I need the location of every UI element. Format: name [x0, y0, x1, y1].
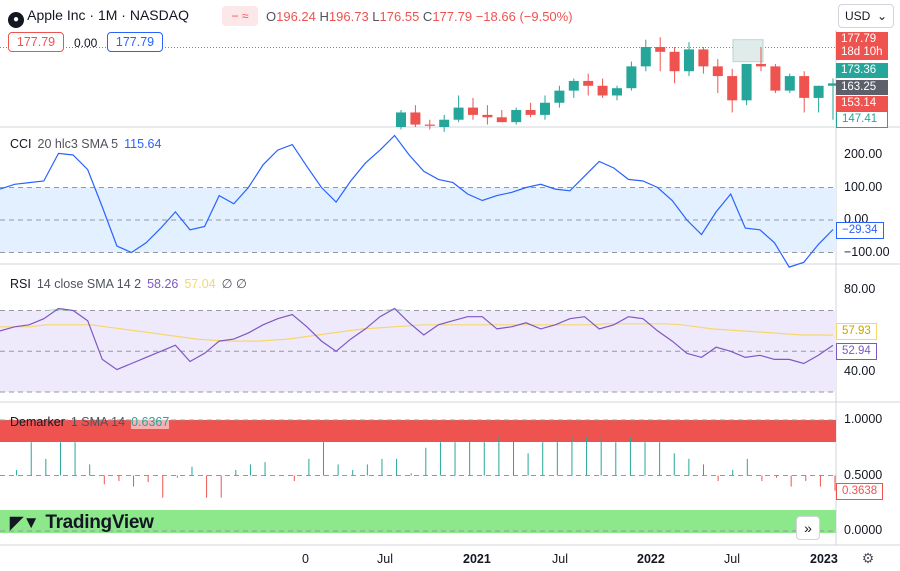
rsi-ma-tag: 57.93: [836, 323, 877, 341]
candle-body: [813, 85, 824, 98]
rsi-overbought-fill: [379, 308, 410, 311]
candle-body: [540, 102, 550, 115]
candle-body: [568, 80, 579, 91]
price-axis-label: 153.14: [836, 96, 888, 111]
cci-line: [0, 134, 834, 268]
cci-name[interactable]: CCI: [10, 137, 32, 151]
rsi-current-tag: 52.94: [836, 343, 877, 361]
candle-body: [410, 112, 421, 125]
cci-tick-label: −100.00: [844, 244, 890, 259]
rsi-params: 14 close SMA 14 2: [36, 276, 142, 291]
candle-body: [712, 66, 723, 77]
candle-body: [468, 107, 478, 115]
price-axis-label: 163.25: [836, 80, 888, 95]
rsi-name[interactable]: RSI: [10, 276, 31, 291]
candle-body: [698, 49, 709, 67]
highlight-box: [732, 39, 764, 63]
demarker-legend: Demarker 1 SMA 14 0.6367: [10, 415, 170, 429]
rsi-line: [0, 307, 834, 371]
sell-price-box[interactable]: 177.79: [8, 32, 64, 52]
scroll-to-latest-button[interactable]: »: [796, 516, 820, 540]
chevron-down-icon: ⌄: [876, 9, 887, 23]
candle-body: [784, 76, 795, 91]
candle-body: [727, 76, 738, 101]
settings-gear-icon[interactable]: ⚙: [858, 548, 878, 568]
candle-body: [597, 85, 608, 96]
symbol-header: ● Apple Inc · 1M · NASDAQ: [8, 7, 189, 28]
ohlc-readout: O196.24 H196.73 L176.55 C177.79 −18.66 (…: [266, 9, 573, 24]
demarker-tick-label: 0.5000: [844, 467, 883, 482]
rsi-extra: ∅ ∅: [221, 277, 247, 291]
demarker-value: 0.6367: [131, 415, 170, 429]
compare-icon[interactable]: − ≈: [222, 6, 258, 26]
rsi-value: 58.26: [147, 276, 179, 291]
time-axis-label: 2023: [810, 552, 838, 566]
rsi-tick-label: 80.00: [844, 282, 876, 297]
rsi-tick-label: 40.00: [844, 363, 876, 378]
time-axis-label: 0: [302, 552, 309, 566]
tradingview-logo[interactable]: ◤▼ TradingView: [10, 512, 154, 534]
cci-tick-label: 100.00: [844, 179, 883, 194]
time-axis-label: Jul: [552, 552, 568, 566]
candle-body: [626, 66, 637, 89]
cci-value: 115.64: [124, 137, 162, 151]
spread-value: 0.00: [74, 36, 98, 50]
demarker-upper-zone: [0, 420, 836, 442]
candle-body: [583, 80, 594, 86]
candle-body: [554, 90, 565, 103]
rsi-ma-line: [0, 323, 834, 342]
candle-body: [741, 63, 752, 101]
candle-body: [511, 110, 522, 123]
time-axis-label: Jul: [377, 552, 393, 566]
price-axis-label: 18d 10h: [836, 45, 888, 60]
demarker-params: 1 SMA 14: [70, 415, 126, 429]
branding-text: TradingView: [45, 512, 154, 533]
buy-price-box[interactable]: 177.79: [107, 32, 163, 52]
candle-body: [482, 114, 493, 118]
demarker-tick-label: 0.0000: [844, 523, 883, 537]
candle-body: [496, 117, 507, 123]
candle-body: [770, 66, 781, 91]
candle-body: [612, 88, 622, 96]
candle-body: [640, 46, 651, 67]
currency-select[interactable]: USD ⌄: [838, 4, 894, 28]
candle-body: [684, 49, 694, 72]
time-axis-label: 2021: [463, 552, 491, 566]
cci-params: 20 hlc3 SMA 5: [37, 137, 119, 151]
candle-body: [424, 124, 435, 126]
candle-body: [655, 46, 666, 52]
cci-current-tag: −29.34: [836, 221, 884, 239]
candle-body: [828, 83, 838, 86]
demarker-tick-label: 1.0000: [844, 412, 883, 426]
candle-body: [669, 51, 680, 72]
candle-body: [799, 76, 810, 98]
apple-logo-icon: ●: [8, 12, 24, 28]
demarker-current-tag: 0.3638: [836, 482, 884, 500]
candle-body: [756, 63, 766, 67]
candle-body: [396, 112, 406, 127]
time-axis-label: Jul: [724, 552, 740, 566]
symbol-title[interactable]: Apple Inc · 1M · NASDAQ: [27, 7, 189, 23]
price-axis-label: 177.79: [836, 32, 888, 47]
price-axis-label: 173.36: [836, 63, 888, 78]
demarker-name[interactable]: Demarker: [10, 415, 65, 429]
currency-label: USD: [845, 9, 871, 23]
candle-body: [439, 119, 450, 127]
candle-body: [453, 107, 464, 120]
tradingview-icon: ◤▼: [10, 513, 40, 532]
rsi-ma-value: 57.04: [184, 276, 216, 291]
price-axis-label: 147.41: [836, 111, 888, 128]
time-axis-label: 2022: [637, 552, 665, 566]
rsi-legend: RSI 14 close SMA 14 2 58.26 57.04 ∅ ∅: [10, 276, 247, 292]
demarker-lower-zone: [0, 510, 836, 533]
cci-legend: CCI 20 hlc3 SMA 5 115.64: [10, 137, 161, 151]
candle-body: [525, 110, 536, 115]
cci-tick-label: 200.00: [844, 147, 883, 161]
